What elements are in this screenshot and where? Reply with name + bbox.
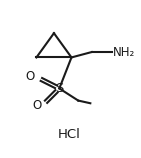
Text: NH₂: NH₂ <box>113 46 136 59</box>
Text: O: O <box>25 70 34 83</box>
Text: S: S <box>55 82 64 95</box>
Text: HCl: HCl <box>57 128 80 141</box>
Text: O: O <box>32 99 41 112</box>
